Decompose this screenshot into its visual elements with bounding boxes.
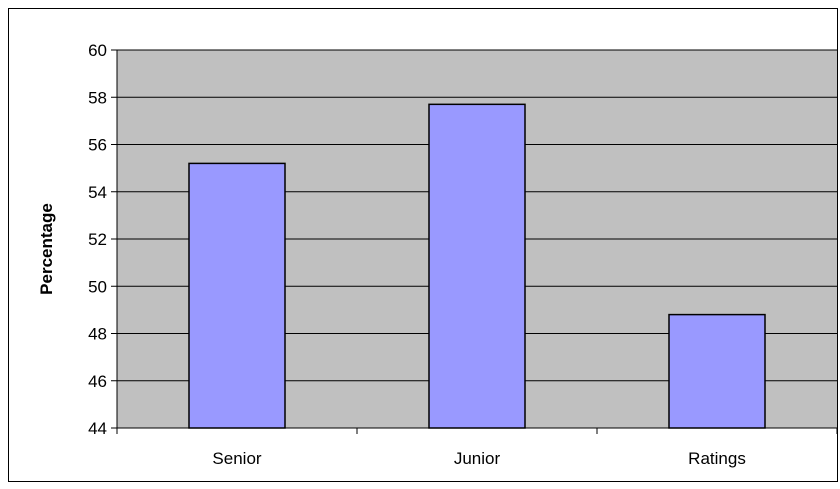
bar-senior xyxy=(188,162,286,429)
bar-junior xyxy=(428,103,526,429)
y-tick-label: 60 xyxy=(88,41,107,60)
x-category-label: Junior xyxy=(454,449,501,468)
y-tick-label: 46 xyxy=(88,372,107,391)
x-axis-ticks: Senior Junior Ratings xyxy=(116,428,838,468)
y-axis-title: Percentage xyxy=(37,203,56,295)
x-category-label: Senior xyxy=(212,449,261,468)
bar-ratings xyxy=(668,313,766,429)
y-axis-ticks: 44 46 48 50 52 54 56 58 60 xyxy=(88,41,117,438)
bars xyxy=(188,103,766,429)
y-tick-label: 48 xyxy=(88,325,107,344)
x-category-label: Ratings xyxy=(688,449,746,468)
y-tick-label: 58 xyxy=(88,88,107,107)
y-tick-label: 50 xyxy=(88,277,107,296)
y-tick-label: 52 xyxy=(88,230,107,249)
y-tick-label: 54 xyxy=(88,183,107,202)
y-tick-label: 44 xyxy=(88,419,107,438)
y-tick-label: 56 xyxy=(88,136,107,155)
